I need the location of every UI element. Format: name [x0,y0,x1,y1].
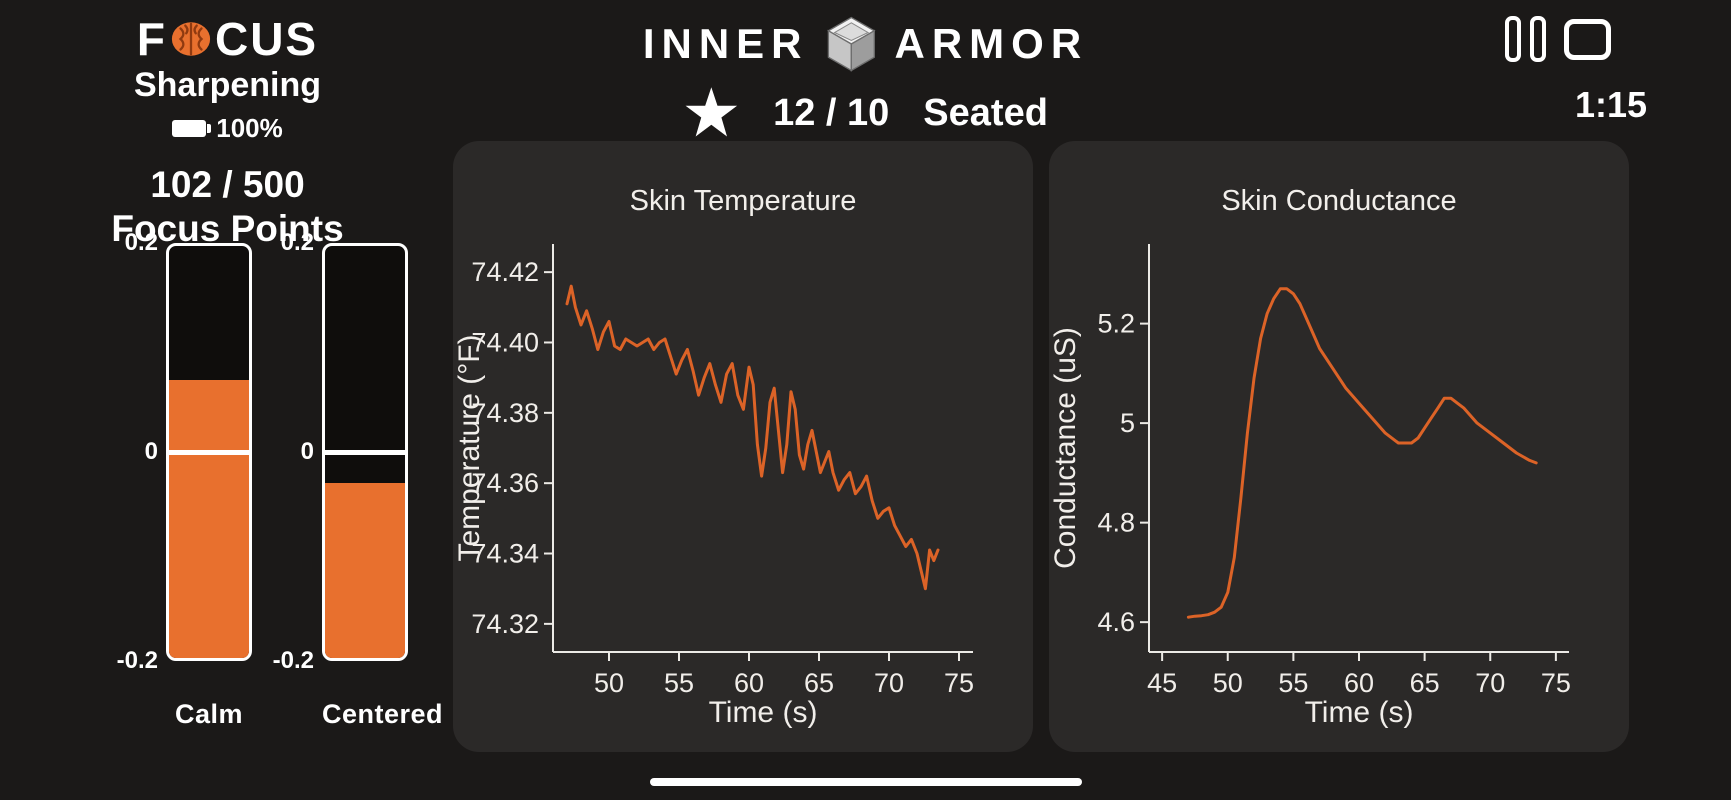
svg-text:60: 60 [734,668,764,698]
skin-temperature-panel: Skin Temperature 50 55 60 65 70 75 74.32 74.34 7… [453,141,1033,752]
skin-conductance-panel: Skin Conductance 45 50 55 60 65 70 75 4.6 4.8 5 5.… [1049,141,1629,752]
svg-text:45: 45 [1147,668,1177,698]
svg-text:65: 65 [804,668,834,698]
focus-logo: F CUS [0,12,455,66]
calm-gauge-scale: 0.2 0 -0.2 [106,229,158,674]
scale-max-label: 0.2 [280,229,314,256]
svg-text:50: 50 [594,668,624,698]
inner-armor-logo: INNER ARMOR [643,14,1088,74]
svg-text:5: 5 [1120,408,1135,438]
centered-gauge: 0.2 0 -0.2 Centered [262,229,444,730]
calm-gauge-fill [169,379,249,658]
centered-gauge-bar [322,243,408,661]
svg-text:74.32: 74.32 [471,609,539,639]
svg-text:Time (s): Time (s) [1305,696,1414,729]
svg-text:70: 70 [1475,668,1505,698]
battery-status: 100% [0,113,455,144]
calm-gauge-label: Calm [174,699,244,729]
svg-text:74.36: 74.36 [471,468,539,498]
focus-points-score: 102 / 500 [150,164,305,205]
header-center: INNER ARMOR 12 / 10 Seated [643,14,1088,140]
focus-logo-post: CUS [214,13,319,65]
scale-zero-label: 0 [144,438,158,465]
svg-text:55: 55 [664,668,694,698]
brand-inner: INNER [642,20,809,67]
focus-points-label: Focus Points [111,208,344,249]
svg-text:75: 75 [944,668,974,698]
skin-temperature-title: Skin Temperature [629,185,857,217]
svg-text:74.34: 74.34 [471,539,539,569]
home-indicator[interactable] [649,778,1082,786]
svg-text:5.2: 5.2 [1097,309,1135,339]
svg-text:65: 65 [1410,668,1440,698]
scale-min-label: -0.2 [116,647,158,674]
centered-gauge-zero-line [325,449,405,455]
svg-text:Temperature (°F): Temperature (°F) [453,334,486,561]
scale-min-label: -0.2 [272,647,314,674]
posture-label: Seated [923,91,1048,134]
focus-sidebar: F CUS Sharpening 100% 102 / 500 Focus Po… [0,0,455,729]
skin-temperature-chart: 50 55 60 65 70 75 74.32 74.34 74.36 74.38 74.40 74.… [453,244,974,729]
pause-button[interactable] [1505,16,1546,62]
svg-text:Time (s): Time (s) [709,696,818,729]
centered-gauge-fill [325,482,405,658]
star-icon [683,86,739,140]
svg-text:74.42: 74.42 [471,257,539,287]
svg-text:60: 60 [1344,668,1374,698]
svg-text:4.6: 4.6 [1097,607,1135,637]
pause-icon [1505,16,1521,62]
battery-icon [172,120,212,137]
skin-conductance-title: Skin Conductance [1221,185,1457,217]
stop-button[interactable] [1564,19,1611,60]
session-timer: 1:15 [1574,84,1647,125]
rep-count: 12 / 10 [773,91,890,134]
session-stats-row: 12 / 10 Seated [643,86,1088,140]
brand-armor: ARMOR [894,20,1089,67]
focus-logo-pre: F [136,13,167,65]
svg-text:74.40: 74.40 [471,327,539,357]
scale-max-label: 0.2 [124,229,158,256]
skin-conductance-chart: 45 50 55 60 65 70 75 4.6 4.8 5 5.2 Time (s) Conducta… [1049,244,1571,729]
battery-percent: 100% [216,113,283,143]
svg-text:70: 70 [874,668,904,698]
pause-icon [1530,16,1546,62]
svg-text:Conductance (uS): Conductance (uS) [1049,327,1082,569]
scale-zero-label: 0 [300,438,314,465]
calm-gauge: 0.2 0 -0.2 Calm [106,229,252,730]
centered-gauge-scale: 0.2 0 -0.2 [262,229,314,674]
cube-icon [825,14,879,74]
brain-icon [170,19,212,59]
biofeedback-gauges: 0.2 0 -0.2 Calm 0.2 0 -0.2 Centered [106,229,444,730]
calm-gauge-zero-line [169,449,249,455]
session-name: Sharpening [133,66,322,104]
svg-text:75: 75 [1541,668,1571,698]
calm-gauge-bar [166,243,252,661]
svg-text:50: 50 [1213,668,1243,698]
session-controls [1505,16,1611,62]
centered-gauge-label: Centered [322,699,444,729]
svg-text:4.8: 4.8 [1097,508,1135,538]
svg-text:55: 55 [1278,668,1308,698]
svg-text:74.38: 74.38 [471,398,539,428]
